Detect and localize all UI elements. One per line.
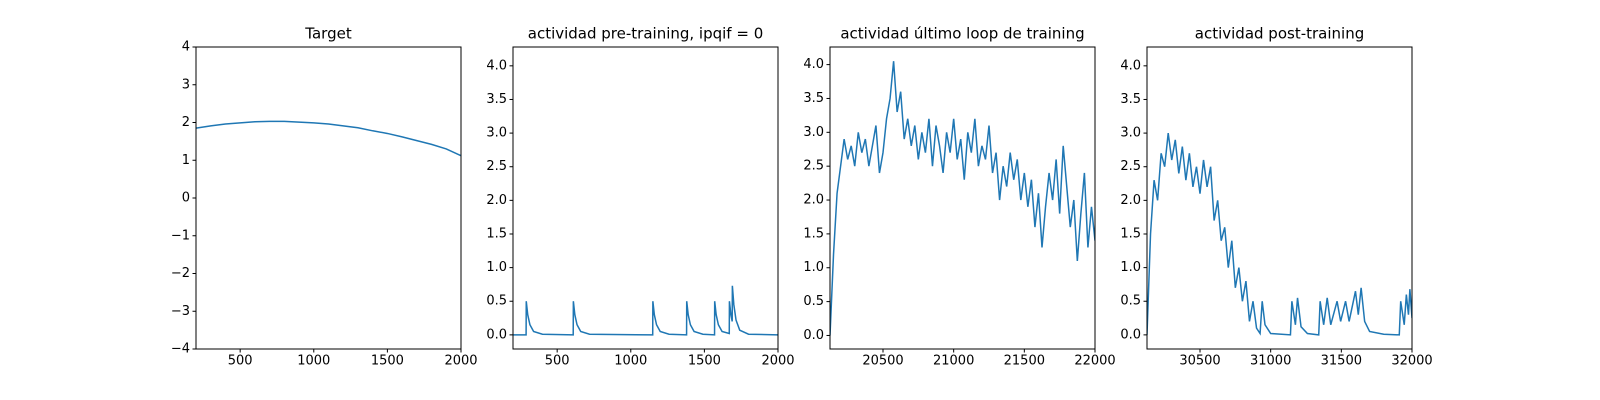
y-tick-label: −1 [171, 228, 190, 243]
y-tick-label: 3 [182, 77, 190, 92]
subplot-title: actividad post-training [1195, 25, 1364, 43]
y-tick-label: −4 [171, 342, 190, 357]
y-tick-label: 4 [182, 40, 190, 55]
x-tick-label: 31500 [1321, 354, 1362, 369]
axes-frame [512, 46, 779, 350]
y-tick-label: 0.0 [803, 328, 824, 343]
x-tick-label: 1500 [688, 354, 721, 369]
x-tick-label: 21000 [933, 354, 974, 369]
x-tick-label: 32000 [1391, 354, 1432, 369]
y-tick-label: 4.0 [486, 58, 507, 73]
x-tick-label: 20500 [862, 354, 903, 369]
y-tick-label: 3.0 [1120, 126, 1141, 141]
y-tick-label: 2 [182, 115, 190, 130]
y-tick-label: 4.0 [803, 57, 824, 72]
y-tick-label: 1.5 [803, 226, 824, 241]
y-tick-label: 1.5 [486, 226, 507, 241]
x-tick-label: 31000 [1250, 354, 1291, 369]
subplot-title: actividad pre-training, ipqif = 0 [528, 25, 764, 43]
axes-frame [829, 46, 1096, 350]
line [196, 120, 461, 157]
y-tick-label: 1 [182, 153, 190, 168]
x-tick-label: 500 [228, 354, 253, 369]
x-tick-label: 1500 [371, 354, 404, 369]
x-tick-label: 1000 [614, 354, 647, 369]
y-tick-label: 2.0 [803, 193, 824, 208]
y-tick-label: 0.0 [486, 327, 507, 342]
y-tick-label: 1.5 [1120, 226, 1141, 241]
line [513, 285, 778, 336]
y-tick-label: 2.0 [1120, 193, 1141, 208]
y-tick-label: 1.0 [1120, 260, 1141, 275]
y-tick-label: 3.5 [1120, 92, 1141, 107]
line [1147, 132, 1412, 336]
x-tick-label: 2000 [761, 354, 794, 369]
x-tick-label: 21500 [1004, 354, 1045, 369]
subplot-title: Target [304, 25, 352, 43]
y-tick-label: 2.5 [1120, 159, 1141, 174]
y-tick-label: 0.0 [1120, 327, 1141, 342]
y-tick-label: 2.0 [486, 193, 507, 208]
y-tick-label: 3.0 [803, 125, 824, 140]
y-tick-label: 2.5 [803, 159, 824, 174]
y-tick-label: 3.0 [486, 126, 507, 141]
x-tick-label: 2000 [444, 354, 477, 369]
y-tick-label: 0.5 [486, 294, 507, 309]
line [830, 61, 1095, 336]
x-tick-label: 30500 [1179, 354, 1220, 369]
y-tick-label: 1.0 [803, 260, 824, 275]
y-tick-label: 3.5 [486, 92, 507, 107]
axes-frame [1146, 46, 1413, 350]
y-tick-label: 3.5 [803, 91, 824, 106]
y-tick-label: 2.5 [486, 159, 507, 174]
axes-frame [195, 46, 462, 350]
y-tick-label: 0 [182, 191, 190, 206]
y-tick-label: −2 [171, 266, 190, 281]
subplot-title: actividad último loop de training [840, 25, 1084, 43]
y-tick-label: 0.5 [803, 294, 824, 309]
x-tick-label: 22000 [1074, 354, 1115, 369]
x-tick-label: 1000 [297, 354, 330, 369]
y-tick-label: −3 [171, 304, 190, 319]
y-tick-label: 0.5 [1120, 294, 1141, 309]
y-tick-label: 4.0 [1120, 58, 1141, 73]
x-tick-label: 500 [545, 354, 570, 369]
y-tick-label: 1.0 [486, 260, 507, 275]
